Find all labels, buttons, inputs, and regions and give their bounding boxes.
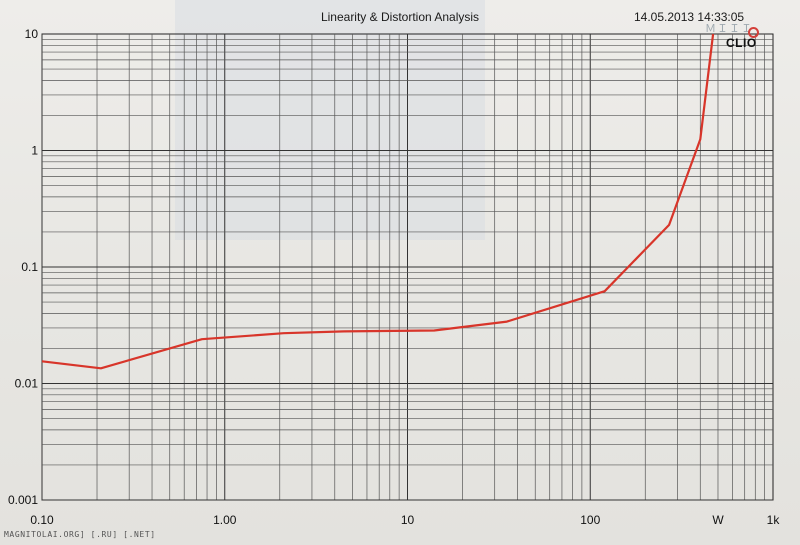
y-tick-label: 10 xyxy=(25,27,39,41)
x-tick-label: 0.10 xyxy=(30,513,54,527)
background-bleed-block xyxy=(175,0,485,240)
x-tick-label: 100 xyxy=(580,513,600,527)
x-unit-label: W xyxy=(712,513,724,527)
grid-layer xyxy=(41,33,774,501)
x-tick-label: 10 xyxy=(401,513,415,527)
y-tick-label: 1 xyxy=(31,144,38,158)
chart-title: Linearity & Distortion Analysis xyxy=(320,10,480,24)
distortion-curve xyxy=(41,33,715,370)
series-layer xyxy=(41,33,715,370)
y-tick-label: 0.001 xyxy=(8,493,38,507)
footer-credit: MAGNITOLAI.ORG] [.RU] [.NET] xyxy=(4,530,156,539)
watermark-logo-icon: ＭＩＩＩ xyxy=(705,23,753,35)
y-tick-label: 0.01 xyxy=(15,377,39,391)
timestamp: 14.05.2013 14:33:05 xyxy=(634,10,745,24)
y-tick-label: 0.1 xyxy=(21,260,38,274)
brand-logo-icon xyxy=(748,27,759,38)
tick-label-layer: 0.10 1.00 10 100 1k W 10 1 0.1 0.01 0.001 xyxy=(8,27,780,527)
x-tick-label: 1k xyxy=(767,513,781,527)
x-tick-label: 1.00 xyxy=(213,513,237,527)
brand-logo-text: CLIO xyxy=(726,36,757,50)
